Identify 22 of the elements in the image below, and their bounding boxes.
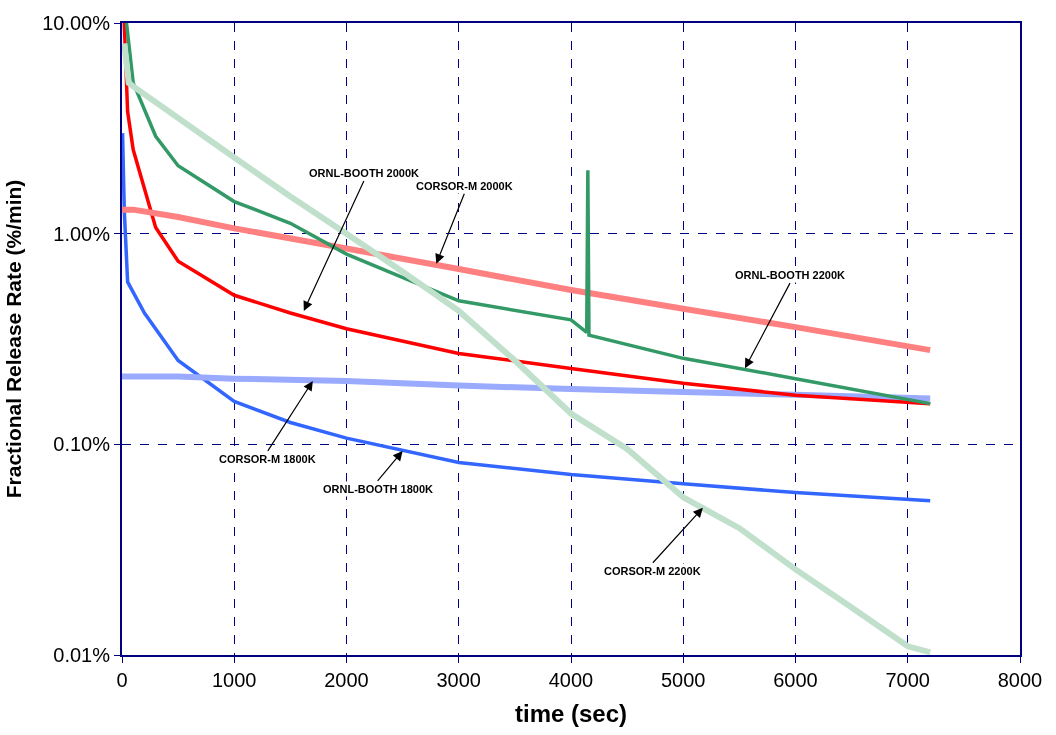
y-tick-label: 0.10% <box>53 433 111 456</box>
y-tick-label: 0.01% <box>53 644 111 666</box>
line-series <box>122 131 932 503</box>
y-axis-title: Fractional Release Rate (%/min) <box>1 179 25 499</box>
annotation: ORNL-BOOTH 2000K <box>309 167 420 179</box>
annotation: ORNL-BOOTH 1800K <box>323 483 434 495</box>
x-tick-label: 2000 <box>324 669 369 691</box>
x-tick-label: 1000 <box>212 669 257 691</box>
annotation: CORSOR-M 2000K <box>416 180 513 192</box>
y-tick-label: 10.00% <box>42 12 111 34</box>
x-axis-title: time (sec) <box>514 699 628 727</box>
annotation: CORSOR-M 2200K <box>604 565 701 577</box>
x-tick-label: 8000 <box>997 669 1043 691</box>
annotation: ORNL-BOOTH 2200K <box>735 269 846 281</box>
annotation: CORSOR-M 1800K <box>219 453 316 465</box>
x-tick-label: 7000 <box>885 669 930 691</box>
y-tick-label: 1.00% <box>53 222 111 245</box>
x-tick-label: 6000 <box>773 669 818 691</box>
x-tick-label: 0 <box>116 669 128 691</box>
x-tick-label: 4000 <box>548 669 594 691</box>
x-tick-label: 5000 <box>661 669 706 691</box>
x-tick-label: 3000 <box>436 669 481 691</box>
